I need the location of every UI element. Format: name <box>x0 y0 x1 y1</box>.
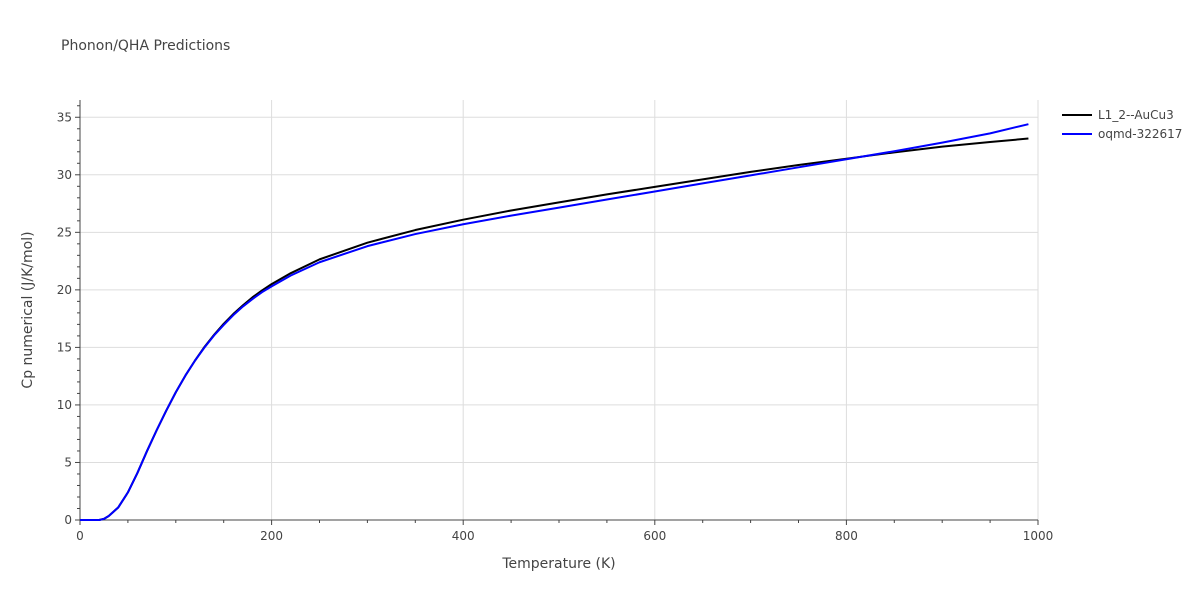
y-axis-title: Cp numerical (J/K/mol) <box>20 231 36 388</box>
y-tick-label: 35 <box>57 110 72 124</box>
x-tick-label: 1000 <box>1023 529 1054 543</box>
grid-lines <box>80 100 1039 520</box>
y-tick-label: 0 <box>64 513 72 527</box>
legend: L1_2--AuCu3 oqmd-322617 <box>1062 108 1182 141</box>
legend-label: oqmd-322617 <box>1098 127 1182 141</box>
y-tick-label: 10 <box>57 398 72 412</box>
chart-title: Phonon/QHA Predictions <box>61 38 230 54</box>
x-axis-title: Temperature (K) <box>501 556 615 572</box>
y-tick-label: 5 <box>64 455 72 469</box>
x-tick-label: 200 <box>260 529 283 543</box>
series-line-oqmd-322617 <box>80 123 1029 521</box>
x-tick-label: 0 <box>76 529 84 543</box>
y-tick-label: 20 <box>57 283 72 297</box>
x-tick-label: 800 <box>835 529 858 543</box>
legend-label: L1_2--AuCu3 <box>1098 108 1174 122</box>
plot-area <box>80 123 1029 521</box>
y-tick-label: 25 <box>57 225 72 239</box>
axes: 0 200 400 600 800 1000 0 5 10 15 20 25 30 35 <box>57 100 1054 543</box>
y-tick-label: 30 <box>57 168 72 182</box>
x-tick-label: 600 <box>643 529 666 543</box>
x-tick-label: 400 <box>452 529 475 543</box>
y-tick-label: 15 <box>57 340 72 354</box>
